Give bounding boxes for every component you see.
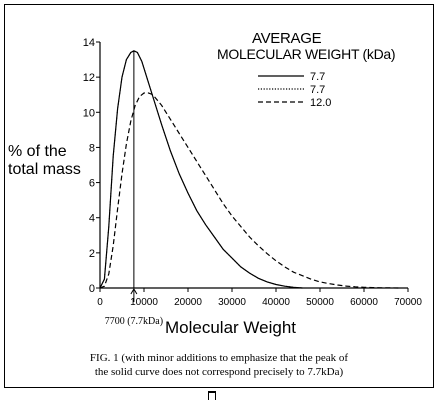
x-tick-label: 0 <box>97 297 103 308</box>
x-tick-label: 40000 <box>262 297 290 308</box>
legend-label: 7.7 <box>310 84 325 96</box>
legend-label: 12.0 <box>310 97 331 109</box>
x-axis-label: Molecular Weight <box>165 318 297 337</box>
y-tick-label: 10 <box>83 107 95 119</box>
y-tick-label: 12 <box>83 72 95 84</box>
series-line-dotted <box>99 50 303 289</box>
x-tick-label: 60000 <box>350 297 378 308</box>
y-axis-label-line2: total mass <box>8 161 81 178</box>
y-tick-label: 6 <box>89 178 95 190</box>
annotation-arrow-head-icon <box>130 288 138 295</box>
figure-caption-line2: the solid curve does not correspond prec… <box>94 366 344 378</box>
y-tick-label: 4 <box>89 213 95 225</box>
x-tick-label: 50000 <box>306 297 334 308</box>
legend-label: 7.7 <box>310 71 325 83</box>
x-tick-label: 10000 <box>130 297 158 308</box>
y-tick-label: 2 <box>89 248 95 260</box>
x-tick-label: 30000 <box>218 297 246 308</box>
y-tick-label: 14 <box>83 37 95 49</box>
annotation-label: 7700 (7.7kDa) <box>105 316 163 327</box>
figure-caption-line1: FIG. 1 (with minor additions to emphasiz… <box>89 352 349 364</box>
legend-title-line2: MOLECULAR WEIGHT (kDa) <box>217 46 396 62</box>
text-cursor-icon <box>208 391 216 400</box>
figure-frame <box>4 4 434 388</box>
y-axis-label-line1: % of the <box>8 143 67 160</box>
y-tick-label: 0 <box>89 283 95 295</box>
x-tick-label: 70000 <box>394 297 422 308</box>
series-line-solid <box>99 50 303 289</box>
legend-title-line1: AVERAGE <box>252 30 322 47</box>
y-tick-label: 8 <box>89 142 95 154</box>
series-line-dashed <box>99 92 400 289</box>
x-tick-label: 20000 <box>174 297 202 308</box>
